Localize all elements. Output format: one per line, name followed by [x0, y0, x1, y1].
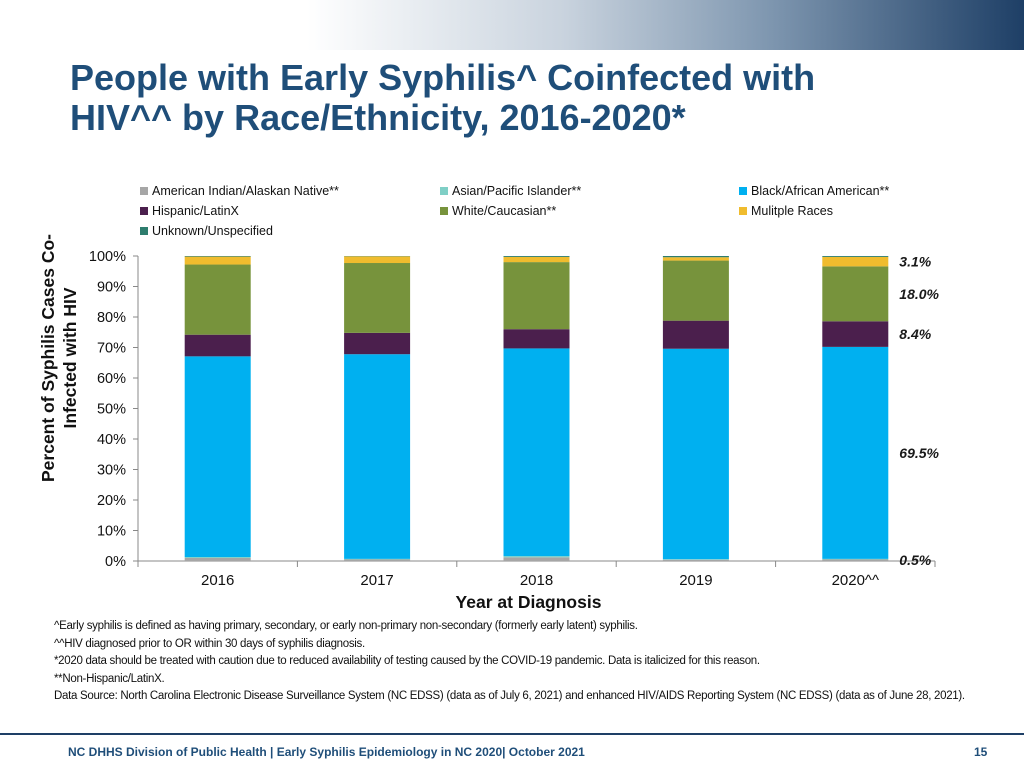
x-tick-label: 2019: [679, 572, 712, 589]
bar-segment: [662, 348, 729, 560]
bar-segment: [503, 556, 570, 558]
legend-label: Black/African American**: [751, 184, 889, 198]
legend-label: American Indian/Alaskan Native**: [152, 184, 339, 198]
y-tick-label: 90%: [97, 280, 126, 296]
bar-segment: [344, 559, 411, 561]
bar-segment: [503, 256, 570, 257]
legend-label: White/Caucasian**: [452, 204, 556, 218]
bar-segment: [184, 334, 251, 357]
footnote: *2020 data should be treated with cautio…: [54, 655, 760, 667]
footer-text: NC DHHS Division of Public Health | Earl…: [68, 745, 585, 759]
bar-segment: [822, 256, 889, 267]
bar-segment: [344, 332, 411, 355]
bar-segment: [184, 356, 251, 558]
stacked-bar-chart: American Indian/Alaskan Native** Asian/Pa…: [38, 184, 940, 612]
legend-swatch: [739, 207, 747, 215]
bar-segment: [344, 354, 411, 559]
legend-swatch: [440, 207, 448, 215]
legend-swatch: [140, 187, 148, 195]
y-tick-label: 20%: [97, 493, 126, 509]
footnote: **Non-Hispanic/LatinX.: [54, 672, 165, 685]
data-label: 0.5%: [899, 552, 931, 568]
data-label: 8.4%: [899, 326, 931, 342]
bar-segment: [822, 346, 889, 559]
y-tick-label: 40%: [97, 432, 126, 448]
bar-segment: [503, 557, 570, 561]
bar-segment: [662, 559, 729, 561]
slide-title-line-2: HIV^^ by Race/Ethnicity, 2016-2020*: [70, 97, 686, 138]
x-tick-label: 2017: [360, 572, 393, 589]
bar-segment: [503, 348, 570, 557]
bar-segment: [662, 559, 729, 560]
legend-swatch: [140, 227, 148, 235]
bar-segment: [344, 256, 411, 264]
bar-segment: [662, 256, 729, 258]
bar-segment: [344, 558, 411, 560]
legend-label: Unknown/Unspecified: [152, 224, 273, 238]
bar-segment: [184, 256, 251, 265]
header-gradient-band: [0, 0, 1024, 50]
bar-segment: [822, 559, 889, 561]
y-tick-label: 60%: [97, 371, 126, 387]
y-axis-title-line-1: Percent of Syphilis Cases Co-: [38, 234, 58, 482]
y-tick-label: 10%: [97, 524, 126, 540]
footnote: Data Source: North Carolina Electronic D…: [54, 690, 965, 702]
footnotes: ^Early syphilis is defined as having pri…: [54, 618, 984, 706]
x-tick-label: 2016: [201, 572, 234, 589]
footnote: ^Early syphilis is defined as having pri…: [54, 620, 638, 632]
x-axis-title: Year at Diagnosis: [456, 592, 602, 612]
y-axis-title-line-2: Infected with HIV: [60, 287, 80, 428]
bar-segment: [184, 256, 251, 257]
data-label: 18.0%: [899, 286, 939, 302]
x-tick-label: 2018: [520, 572, 553, 589]
slide-title-line-1: People with Early Syphilis^ Coinfected w…: [70, 57, 816, 98]
data-label: 69.5%: [899, 445, 939, 461]
bar-segment: [344, 263, 411, 333]
legend-label: Mulitple Races: [751, 204, 833, 218]
y-tick-label: 70%: [97, 341, 126, 357]
y-tick-label: 30%: [97, 463, 126, 479]
legend-label: Hispanic/LatinX: [152, 204, 240, 218]
bar-segment: [503, 262, 570, 330]
legend-label: Asian/Pacific Islander**: [452, 184, 581, 198]
bar-segment: [662, 320, 729, 349]
bar-segment: [662, 260, 729, 321]
bar-segment: [662, 257, 729, 261]
x-tick-label: 2020^^: [832, 572, 879, 589]
y-tick-label: 100%: [89, 249, 126, 265]
footer-divider: [0, 733, 1024, 735]
bar-segment: [184, 557, 251, 561]
bar-segment: [822, 256, 889, 257]
slide-title: People with Early Syphilis^ Coinfected w…: [70, 58, 970, 138]
y-tick-label: 80%: [97, 310, 126, 326]
bar-segment: [822, 558, 889, 560]
legend-swatch: [140, 207, 148, 215]
legend-swatch: [739, 187, 747, 195]
bar-segment: [184, 264, 251, 335]
bar-segment: [503, 256, 570, 263]
page-number: 15: [974, 745, 988, 759]
footnote: ^^HIV diagnosed prior to OR within 30 da…: [54, 637, 365, 650]
data-label: 3.1%: [899, 254, 931, 270]
bar-segment: [503, 329, 570, 349]
legend-swatch: [440, 187, 448, 195]
y-tick-label: 50%: [97, 402, 126, 418]
bar-segment: [822, 266, 889, 322]
y-tick-label: 0%: [105, 554, 126, 570]
bar-segment: [822, 321, 889, 347]
bar-segment: [184, 557, 251, 558]
